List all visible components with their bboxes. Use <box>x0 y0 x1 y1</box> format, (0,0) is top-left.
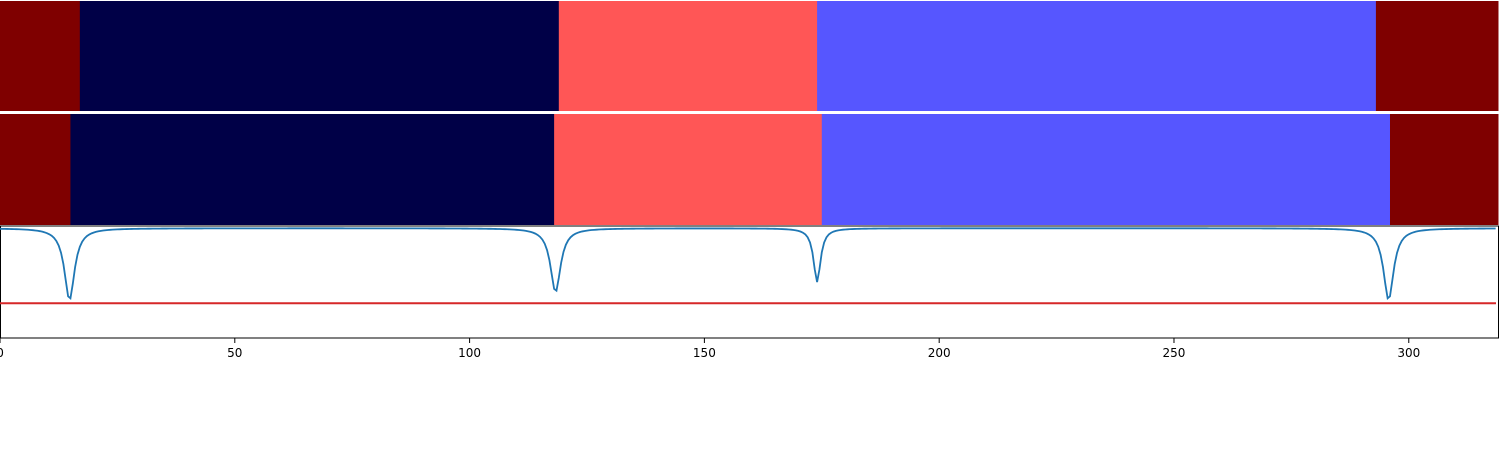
track-2-segment-3 <box>554 114 823 225</box>
track-2-segment-2 <box>70 114 555 225</box>
track-2-segment-1 <box>0 114 71 225</box>
track-1-segment-5 <box>1375 1 1499 111</box>
x-tick-label-100: 100 <box>458 346 481 360</box>
segmentation-track-top <box>0 1 1499 111</box>
track-2-segment-4 <box>821 114 1391 225</box>
x-axis: 0 50 100 150 200 250 300 <box>0 338 1420 360</box>
signal-panel-frame <box>0 225 1499 339</box>
x-tick-label-250: 250 <box>1163 346 1186 360</box>
x-tick-label-200: 200 <box>928 346 951 360</box>
track-1-segment-2 <box>79 1 560 111</box>
x-tick-label-0: 0 <box>0 346 4 360</box>
x-tick-label-50: 50 <box>227 346 242 360</box>
segmentation-track-bottom <box>0 114 1499 225</box>
x-tick-label-150: 150 <box>693 346 716 360</box>
track-1-segment-4 <box>817 1 1377 111</box>
signal-panel <box>0 225 1499 339</box>
track-2-segment-5 <box>1389 114 1499 225</box>
x-tick-label-300: 300 <box>1397 346 1420 360</box>
track-1-segment-1 <box>0 1 81 111</box>
track-1-segment-3 <box>558 1 818 111</box>
signal-line <box>0 227 1496 300</box>
